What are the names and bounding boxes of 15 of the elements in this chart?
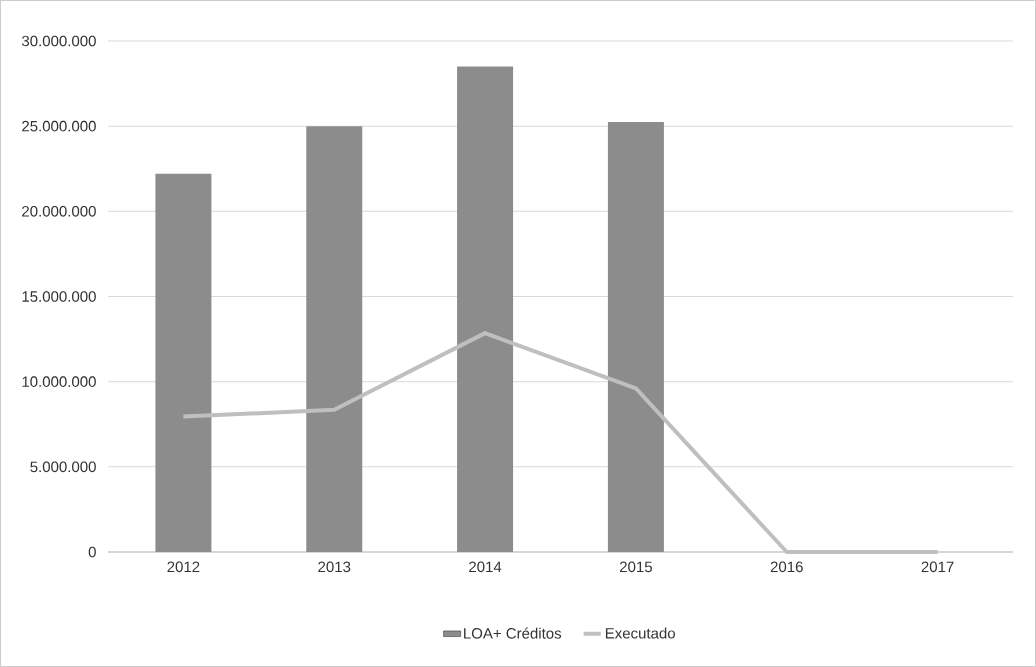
- x-tick-label: 2015: [619, 561, 652, 573]
- x-tick-label: 2014: [469, 561, 502, 573]
- y-tick-label: 15.000.000: [22, 291, 96, 302]
- x-tick-label: 2012: [167, 561, 200, 573]
- y-tick-label: 5.000.000: [30, 461, 96, 473]
- x-tick-label: 2017: [921, 561, 954, 573]
- x-tick-label: 2013: [318, 561, 351, 573]
- y-tick-label: 20.000.000: [22, 206, 96, 217]
- y-tick-label: 30.000.000: [21, 35, 96, 47]
- y-tick-label: 0: [88, 546, 96, 558]
- y-tick-label: 10.000.000: [22, 376, 96, 387]
- legend-label: Executado: [605, 627, 675, 639]
- y-tick-label: 25.000.000: [22, 120, 96, 132]
- legend-label: LOA+ Créditos: [464, 627, 562, 639]
- x-tick-label: 2016: [770, 561, 803, 573]
